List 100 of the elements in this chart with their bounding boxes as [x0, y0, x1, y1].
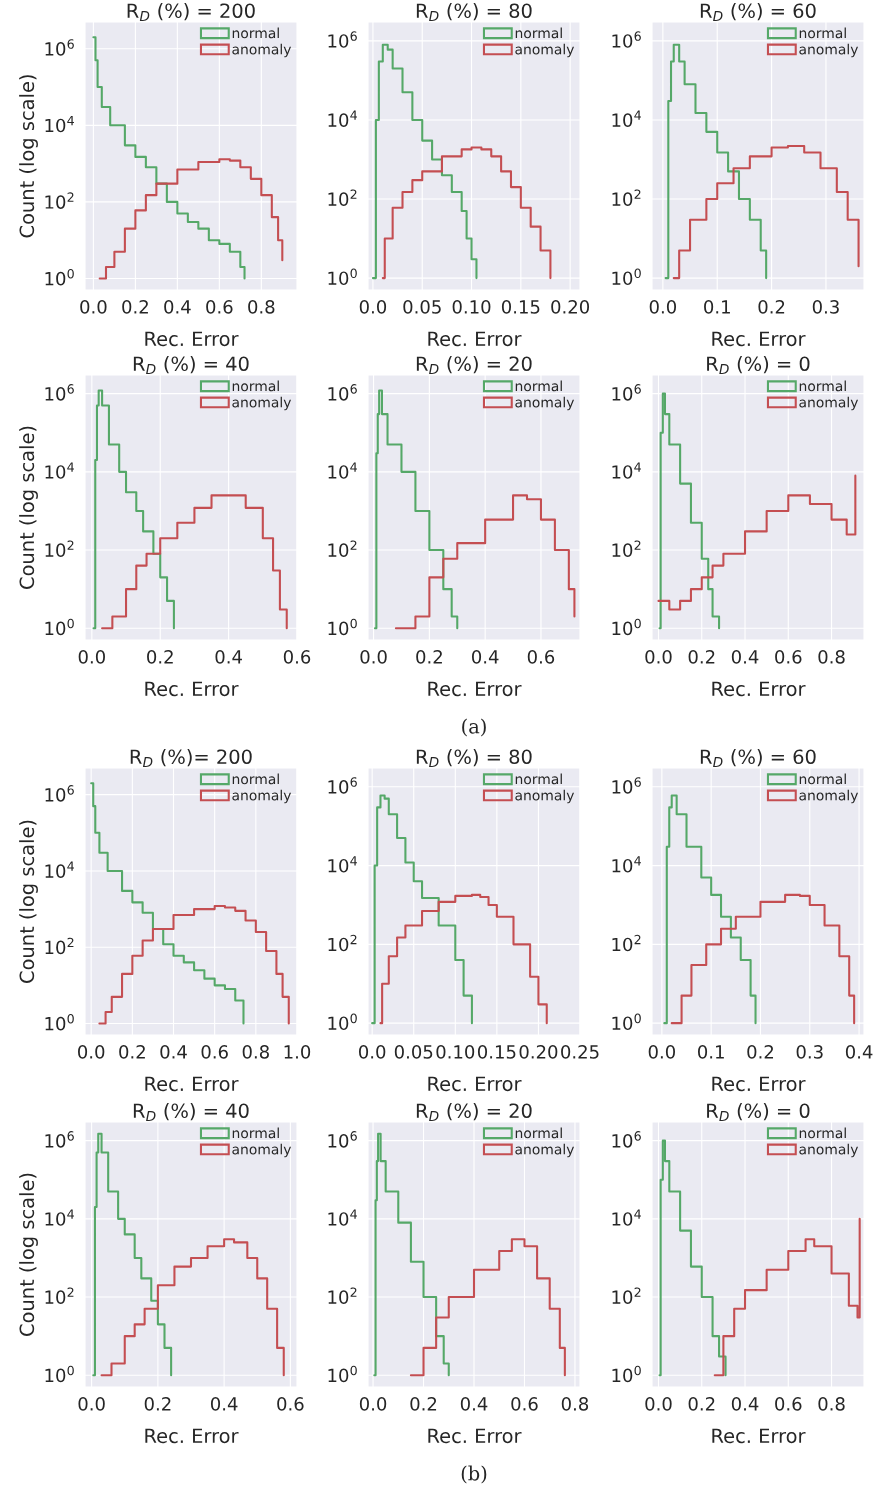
y-tick-label: 10$^{2}$ [45, 192, 74, 209]
legend-label: anomaly [799, 396, 859, 411]
y-tick-label: 10$^{4}$ [328, 856, 357, 873]
x-tick-label: 0.1 [698, 1045, 724, 1059]
chart-title: R$_{D}$ (%) = 80 [416, 3, 532, 21]
chart-title: R$_{D}$ (%) = 80 [416, 749, 532, 767]
x-tick-label: 0.0 [358, 1045, 386, 1059]
chart-title: R$_{D}$ (%) = 40 [133, 356, 249, 374]
legend-label: normal [232, 773, 279, 785]
y-tick-label: 10$^{0}$ [328, 618, 357, 636]
x-tick-label: 0.6 [775, 650, 802, 664]
x-tick-label: 0.4 [731, 650, 759, 664]
y-tick-label: 10$^{0}$ [45, 618, 74, 636]
y-tick-label: 10$^{6}$ [328, 1131, 357, 1148]
y-axis-title: Count (log scale) [19, 820, 38, 983]
x-tick-label: 0.0 [645, 650, 672, 664]
y-tick-label: 10$^{6}$ [612, 777, 641, 794]
y-tick-label: 10$^{4}$ [612, 856, 641, 873]
legend-label: anomaly [515, 396, 575, 411]
chart-title: R$_{D}$ (%) = 20 [416, 1103, 532, 1121]
x-tick-label: 0.2 [144, 1397, 171, 1411]
y-tick-label: 10$^{0}$ [612, 268, 641, 286]
legend-label: normal [232, 380, 279, 392]
y-axis-title: Count (log scale) [19, 426, 38, 589]
x-tick-label: 0.25 [561, 1045, 599, 1059]
x-tick-label: 0.1 [704, 300, 730, 314]
y-tick-label: 10$^{4}$ [328, 1209, 357, 1226]
y-tick-label: 10$^{0}$ [328, 1365, 357, 1383]
legend-label: anomaly [232, 43, 292, 58]
x-tick-label: 0.10 [452, 300, 491, 314]
x-tick-label: 0.05 [403, 300, 441, 314]
y-tick-label: 10$^{2}$ [612, 189, 641, 206]
y-tick-label: 10$^{4}$ [612, 462, 641, 479]
y-tick-label: 10$^{6}$ [328, 384, 357, 401]
legend-label: normal [799, 27, 846, 39]
y-tick-label: 10$^{0}$ [328, 268, 357, 286]
y-tick-label: 10$^{2}$ [612, 934, 641, 952]
x-tick-label: 0.6 [775, 1397, 802, 1411]
legend-label: anomaly [515, 789, 575, 804]
y-tick-label: 10$^{0}$ [45, 268, 74, 286]
y-tick-label: 10$^{4}$ [45, 1209, 74, 1226]
legend-label: anomaly [799, 789, 859, 804]
legend-label: normal [232, 27, 279, 39]
y-tick-label: 10$^{6}$ [328, 777, 357, 794]
legend-label: anomaly [515, 43, 575, 58]
x-axis-title: Rec. Error [145, 331, 239, 347]
chart-title: R$_{D}$ (%) = 40 [133, 1103, 249, 1121]
x-tick-label: 0.20 [551, 300, 590, 314]
x-tick-label: 0.4 [210, 1397, 238, 1411]
x-tick-label: 0.10 [436, 1045, 475, 1059]
x-axis-title: Rec. Error [145, 1076, 239, 1092]
legend-label: normal [799, 1127, 846, 1139]
x-tick-label: 0.0 [359, 1397, 387, 1411]
y-tick-label: 10$^{2}$ [612, 1287, 641, 1305]
x-tick-label: 0.6 [206, 300, 233, 314]
x-tick-label: 0.8 [818, 1397, 845, 1411]
x-tick-label: 0.2 [688, 1397, 715, 1411]
x-tick-label: 0.2 [688, 650, 715, 664]
chart-title: R$_{D}$ (%) = 0 [707, 356, 810, 374]
legend-label: normal [799, 380, 846, 392]
legend-label: anomaly [799, 1143, 859, 1158]
x-tick-label: 0.4 [460, 1397, 488, 1411]
y-tick-label: 10$^{2}$ [45, 540, 74, 558]
chart-title: R$_{D}$ (%) = 60 [700, 749, 816, 767]
legend-label: anomaly [232, 1143, 292, 1158]
legend-label: normal [515, 1127, 562, 1139]
x-tick-label: 0.4 [845, 1045, 873, 1059]
legend-label: anomaly [515, 1143, 575, 1158]
y-tick-label: 10$^{2}$ [45, 937, 74, 955]
x-tick-label: 0.2 [758, 300, 785, 314]
x-tick-label: 0.2 [147, 650, 173, 664]
x-tick-label: 0.6 [527, 650, 555, 664]
x-tick-label: 0.6 [201, 1045, 228, 1059]
y-tick-label: 10$^{6}$ [328, 31, 357, 48]
x-tick-label: 0.4 [471, 650, 499, 664]
x-tick-label: 0.2 [416, 650, 442, 664]
y-tick-label: 10$^{4}$ [328, 462, 357, 479]
y-tick-label: 10$^{0}$ [328, 1013, 357, 1031]
x-tick-label: 0.0 [648, 1045, 676, 1059]
x-tick-label: 0.6 [283, 650, 311, 664]
x-tick-label: 0.0 [78, 1045, 105, 1059]
y-tick-label: 10$^{0}$ [612, 1013, 641, 1031]
x-tick-label: 0.2 [119, 1045, 145, 1059]
x-axis-title: Rec. Error [712, 681, 806, 697]
y-tick-label: 10$^{6}$ [45, 785, 74, 802]
x-tick-label: 0.6 [277, 1397, 304, 1411]
x-tick-label: 0.15 [477, 1045, 516, 1059]
x-tick-label: 0.0 [78, 1397, 105, 1411]
x-axis-title: Rec. Error [712, 331, 806, 347]
y-axis-title: Count (log scale) [19, 1173, 38, 1336]
y-tick-label: 10$^{6}$ [612, 31, 641, 48]
x-tick-label: 0.3 [796, 1045, 823, 1059]
y-tick-label: 10$^{2}$ [328, 934, 357, 952]
x-axis-title: Rec. Error [428, 1076, 522, 1092]
x-tick-label: 0.2 [410, 1397, 437, 1411]
x-tick-label: 0.8 [561, 1397, 589, 1411]
y-tick-label: 10$^{4}$ [612, 1209, 641, 1226]
x-tick-label: 0.20 [519, 1045, 558, 1059]
x-tick-label: 0.15 [501, 300, 540, 314]
chart-title: R$_{D}$ (%) = 60 [700, 3, 816, 21]
